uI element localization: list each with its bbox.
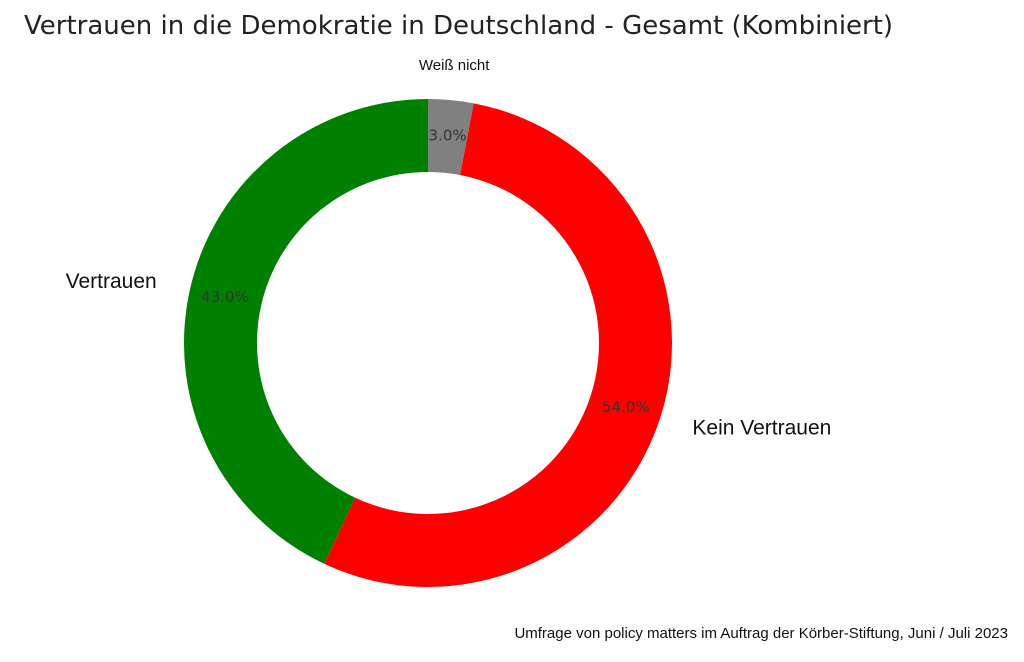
category-label-kein-vertrauen: Kein Vertrauen: [692, 416, 831, 439]
value-label-vertrauen: 43.0%: [201, 288, 249, 306]
slice-weiss-nicht: [428, 99, 474, 176]
value-label-kein-vertrauen: 54.0%: [602, 398, 650, 416]
donut-labels: 3.0% Weiß nicht 54.0% Kein Vertrauen 43.0% Ve…: [66, 57, 832, 439]
chart-title: Vertrauen in die Demokratie in Deutschla…: [24, 11, 894, 41]
slice-kein-vertrauen: [324, 103, 673, 588]
donut-slices: [184, 99, 673, 588]
source-note: Umfrage von policy matters im Auftrag de…: [514, 625, 1008, 642]
value-label-weiss-nicht: 3.0%: [429, 126, 467, 144]
slice-vertrauen: [184, 99, 428, 564]
category-label-weiss-nicht: Weiß nicht: [419, 57, 490, 74]
category-label-vertrauen: Vertrauen: [66, 270, 157, 293]
